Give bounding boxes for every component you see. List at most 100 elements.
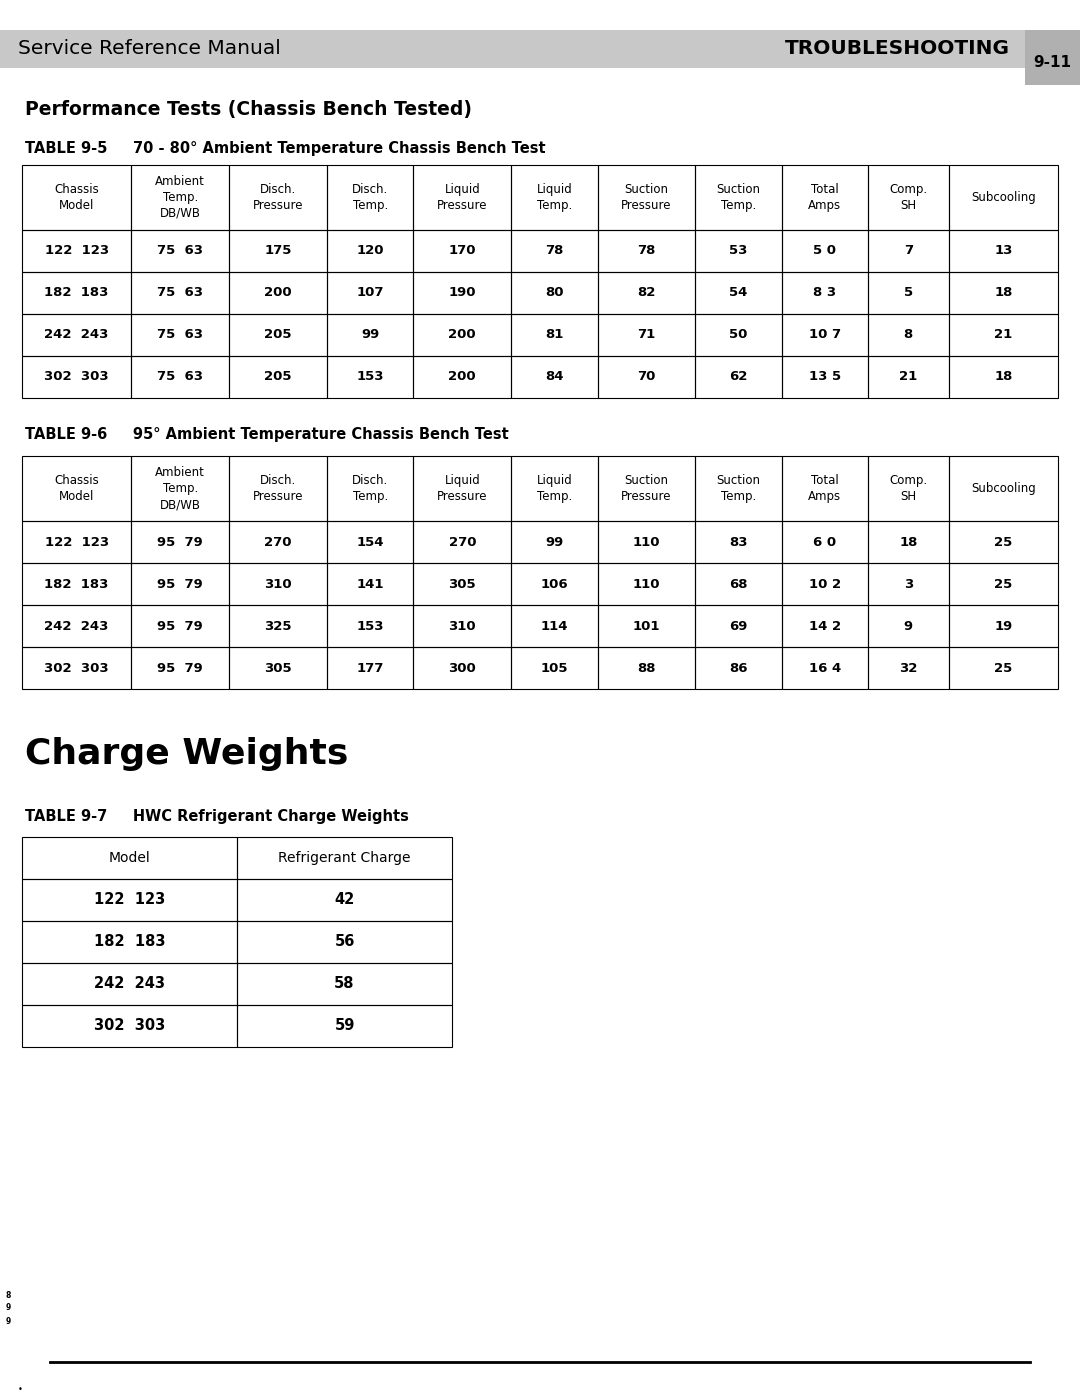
Text: 21: 21 <box>995 328 1012 341</box>
Text: 200: 200 <box>265 286 292 299</box>
Text: 8: 8 <box>904 328 913 341</box>
Text: 182  183: 182 183 <box>94 935 165 950</box>
Text: 242  243: 242 243 <box>44 619 109 633</box>
Text: TABLE 9-7     HWC Refrigerant Charge Weights: TABLE 9-7 HWC Refrigerant Charge Weights <box>25 809 409 824</box>
Text: 205: 205 <box>265 328 292 341</box>
Text: Service Reference Manual: Service Reference Manual <box>18 39 281 59</box>
Bar <box>414 231 511 272</box>
Text: 177: 177 <box>356 662 383 675</box>
Text: 153: 153 <box>356 619 384 633</box>
Text: 9: 9 <box>5 1316 11 1326</box>
Bar <box>597 231 696 272</box>
Bar <box>22 963 237 1004</box>
Bar <box>414 563 511 605</box>
Bar <box>511 647 597 689</box>
Text: 25: 25 <box>995 662 1012 675</box>
Bar <box>229 314 327 356</box>
Bar <box>327 165 414 231</box>
Text: 75  63: 75 63 <box>158 244 203 257</box>
Text: 13 5: 13 5 <box>809 370 841 384</box>
Bar <box>1025 29 1080 85</box>
Text: 83: 83 <box>729 535 747 549</box>
Bar <box>229 272 327 314</box>
Bar <box>132 356 229 398</box>
Bar <box>229 455 327 521</box>
Text: 190: 190 <box>448 286 476 299</box>
Bar <box>22 165 132 231</box>
Bar <box>511 521 597 563</box>
Text: 182  183: 182 183 <box>44 577 109 591</box>
Bar <box>696 647 782 689</box>
Bar <box>948 356 1058 398</box>
Text: 270: 270 <box>265 535 292 549</box>
Bar <box>22 605 132 647</box>
Bar <box>414 455 511 521</box>
Bar <box>696 521 782 563</box>
Bar <box>414 272 511 314</box>
Text: 95  79: 95 79 <box>158 619 203 633</box>
Bar <box>327 455 414 521</box>
Text: Model: Model <box>109 851 150 865</box>
Bar <box>327 314 414 356</box>
Bar <box>132 314 229 356</box>
Bar <box>414 647 511 689</box>
Text: Total
Amps: Total Amps <box>808 183 841 212</box>
Text: 8: 8 <box>5 1291 11 1299</box>
Text: 95  79: 95 79 <box>158 535 203 549</box>
Bar <box>327 521 414 563</box>
Bar <box>229 231 327 272</box>
Text: 70: 70 <box>637 370 656 384</box>
Text: Suction
Temp.: Suction Temp. <box>716 474 760 503</box>
Text: Suction
Temp.: Suction Temp. <box>716 183 760 212</box>
Text: 5: 5 <box>904 286 913 299</box>
Text: Liquid
Temp.: Liquid Temp. <box>537 183 572 212</box>
Bar <box>948 455 1058 521</box>
Bar <box>597 521 696 563</box>
Text: 32: 32 <box>900 662 918 675</box>
Bar <box>0 29 1025 68</box>
Text: 242  243: 242 243 <box>44 328 109 341</box>
Bar <box>237 837 453 879</box>
Text: 78: 78 <box>545 244 564 257</box>
Text: 68: 68 <box>729 577 747 591</box>
Text: 8 3: 8 3 <box>813 286 837 299</box>
Text: 6 0: 6 0 <box>813 535 837 549</box>
Bar <box>868 563 948 605</box>
Bar <box>696 563 782 605</box>
Bar <box>948 647 1058 689</box>
Text: 75  63: 75 63 <box>158 328 203 341</box>
Bar <box>229 647 327 689</box>
Bar <box>948 165 1058 231</box>
Text: 16 4: 16 4 <box>809 662 841 675</box>
Bar <box>22 272 132 314</box>
Bar <box>132 563 229 605</box>
Bar <box>132 605 229 647</box>
Bar <box>948 563 1058 605</box>
Text: 310: 310 <box>265 577 292 591</box>
Text: Suction
Pressure: Suction Pressure <box>621 183 672 212</box>
Bar <box>868 272 948 314</box>
Text: 50: 50 <box>729 328 747 341</box>
Text: 78: 78 <box>637 244 656 257</box>
Bar <box>948 314 1058 356</box>
Bar <box>782 231 868 272</box>
Bar <box>229 521 327 563</box>
Bar <box>868 356 948 398</box>
Bar <box>229 165 327 231</box>
Text: 9: 9 <box>904 619 913 633</box>
Text: Comp.
SH: Comp. SH <box>889 183 928 212</box>
Text: Chassis
Model: Chassis Model <box>54 474 99 503</box>
Text: 270: 270 <box>448 535 476 549</box>
Bar <box>782 455 868 521</box>
Text: 42: 42 <box>335 893 354 908</box>
Bar <box>696 356 782 398</box>
Bar <box>868 605 948 647</box>
Text: 82: 82 <box>637 286 656 299</box>
Bar <box>132 647 229 689</box>
Text: 95  79: 95 79 <box>158 662 203 675</box>
Text: 9-11: 9-11 <box>1034 54 1071 70</box>
Text: 53: 53 <box>729 244 747 257</box>
Text: Refrigerant Charge: Refrigerant Charge <box>279 851 410 865</box>
Bar <box>22 455 132 521</box>
Bar <box>132 455 229 521</box>
